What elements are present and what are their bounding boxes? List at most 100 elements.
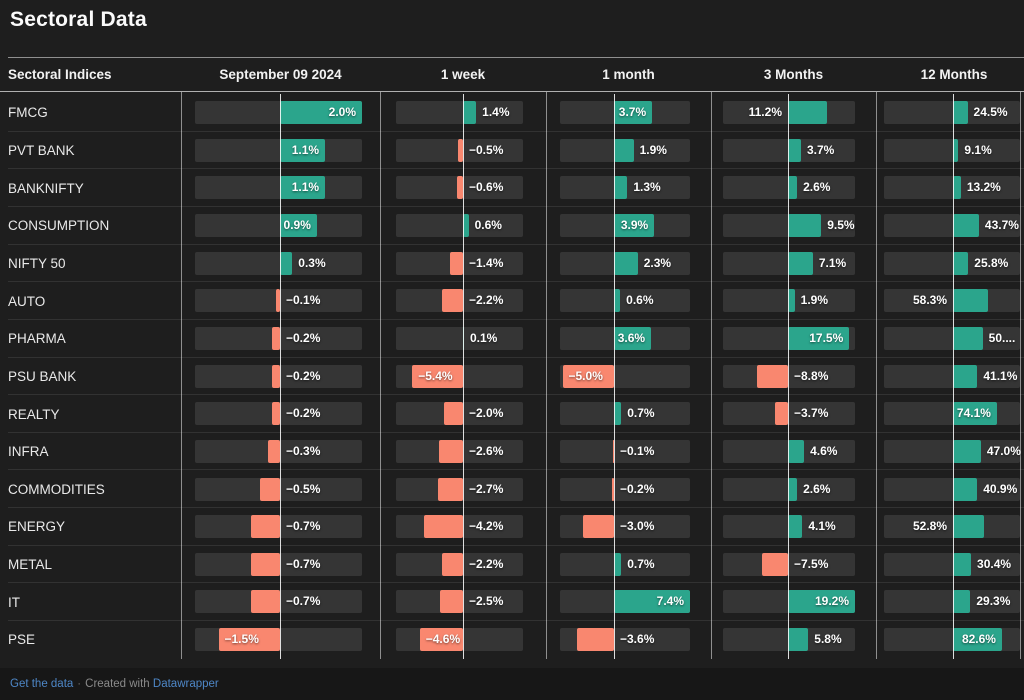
positive-bar <box>788 628 809 652</box>
negative-bar <box>442 289 463 313</box>
value-label: −1.5% <box>224 632 259 647</box>
positive-bar <box>953 477 978 501</box>
value-label: −5.0% <box>568 368 603 383</box>
positive-bar <box>463 213 469 237</box>
value-label: −0.7% <box>286 519 321 534</box>
positive-bar <box>614 213 655 237</box>
bar-track <box>884 213 1020 237</box>
negative-bar <box>438 439 463 463</box>
row-label: PHARMA <box>8 331 66 347</box>
row-label: FMCG <box>8 105 48 121</box>
value-label: 2.3% <box>643 255 672 270</box>
value-label: 7.4% <box>656 594 684 609</box>
positive-bar <box>614 590 690 614</box>
bar-track <box>195 138 362 162</box>
value-label: 2.6% <box>803 481 831 496</box>
bar-track <box>560 477 690 501</box>
table-row: NIFTY 50 0.3% −1.4% 2.3% 7.1% 25.8% <box>0 245 1024 283</box>
positive-bar <box>953 552 972 576</box>
negative-bar <box>775 402 788 426</box>
positive-bar <box>953 101 968 124</box>
value-label: −0.1% <box>620 443 655 458</box>
bar-track <box>560 402 690 426</box>
negative-bar <box>576 628 614 652</box>
column-separator <box>1020 92 1021 659</box>
value-label: −3.7% <box>794 406 829 421</box>
positive-bar <box>280 101 362 124</box>
value-label: −0.7% <box>286 556 321 571</box>
positive-bar <box>788 138 801 162</box>
value-label: 1.3% <box>633 180 661 195</box>
row-divider <box>8 507 1024 509</box>
column-header-period: 1 month <box>602 67 655 82</box>
get-the-data-link[interactable]: Get the data <box>10 678 74 690</box>
table-row: ENERGY −0.7% −4.2% −3.0% 4.1% 52.8% <box>0 508 1024 546</box>
value-label: 11.2% <box>748 105 782 119</box>
negative-bar <box>259 477 280 501</box>
table-row: COMMODITIES −0.5% −2.7% −0.2% 2.6% 40.9% <box>0 471 1024 509</box>
value-label: 1.9% <box>639 142 667 157</box>
positive-bar <box>280 176 326 200</box>
value-label: 82.6% <box>961 632 996 647</box>
footer-text: Get the data · Created with Datawrapper <box>0 668 1024 700</box>
value-label: 3.9% <box>620 217 649 232</box>
value-label: 2.6% <box>803 180 831 195</box>
negative-bar <box>439 590 463 614</box>
positive-bar <box>788 251 813 275</box>
value-label: 25.8% <box>974 255 1009 270</box>
positive-bar <box>953 590 971 614</box>
negative-bar <box>271 364 280 388</box>
value-label: −0.7% <box>286 594 321 609</box>
positive-bar <box>280 251 293 275</box>
value-label: 7.1% <box>818 255 847 270</box>
bar-track <box>884 251 1020 275</box>
row-label: CONSUMPTION <box>8 218 110 234</box>
value-label: 1.4% <box>482 105 510 119</box>
positive-bar <box>953 364 978 388</box>
positive-bar <box>788 477 798 501</box>
datawrapper-link[interactable]: Datawrapper <box>152 678 219 690</box>
value-label: 0.3% <box>298 255 326 270</box>
value-label: 4.6% <box>810 443 838 458</box>
value-label: −2.5% <box>469 594 504 609</box>
positive-bar <box>953 213 979 237</box>
bar-track <box>884 101 1020 124</box>
value-label: 0.7% <box>627 556 655 571</box>
negative-bar <box>251 552 280 576</box>
bar-track <box>884 439 1020 463</box>
negative-bar <box>412 364 463 388</box>
value-label: 30.4% <box>977 556 1012 571</box>
negative-bar <box>251 515 280 539</box>
table-row: INFRA −0.3% −2.6% −0.1% 4.6% 47.0% <box>0 433 1024 471</box>
zero-axis-line <box>280 94 281 659</box>
zero-axis-line <box>463 94 464 659</box>
bar-track <box>195 176 362 200</box>
negative-bar <box>271 402 280 426</box>
table-row: PSU BANK −0.2% −5.4% −5.0% −8.8% 41.1% <box>0 358 1024 396</box>
value-label: 0.9% <box>283 217 311 232</box>
value-label: 4.1% <box>808 519 836 534</box>
positive-bar <box>788 515 803 539</box>
row-divider <box>8 544 1024 546</box>
negative-bar <box>442 552 463 576</box>
negative-bar <box>419 628 463 652</box>
value-label: 19.2% <box>814 594 849 609</box>
value-label: 9.5% <box>827 217 855 232</box>
row-divider <box>8 582 1024 584</box>
value-label: 0.1% <box>469 330 498 345</box>
positive-bar <box>614 101 653 124</box>
value-label: 0.7% <box>627 406 655 421</box>
positive-bar <box>614 326 652 350</box>
value-label: 1.1% <box>291 180 320 195</box>
value-label: 1.9% <box>800 293 828 308</box>
negative-bar <box>218 628 280 652</box>
bar-track <box>560 289 690 313</box>
row-divider <box>8 243 1024 245</box>
bar-track <box>884 138 1020 162</box>
row-divider <box>8 431 1024 433</box>
row-label: NIFTY 50 <box>8 255 66 271</box>
positive-bar <box>280 138 326 162</box>
bar-track <box>884 552 1020 576</box>
value-label: −1.4% <box>469 255 504 270</box>
value-label: −3.0% <box>620 519 655 534</box>
